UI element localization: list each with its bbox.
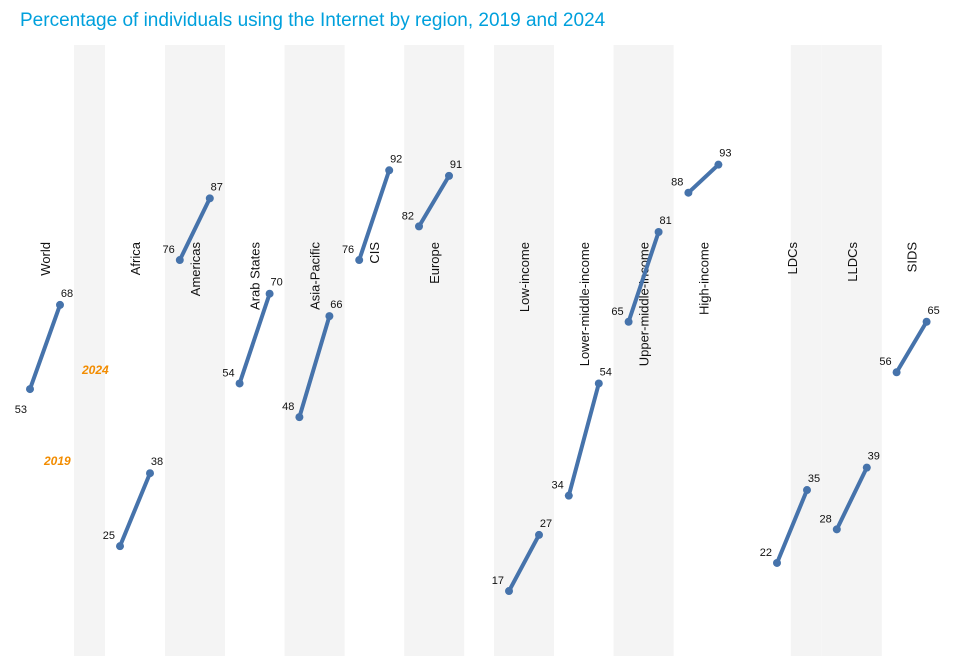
- slope-line-0: [28, 302, 62, 392]
- point-2024-6: [445, 171, 453, 180]
- point-2019-5: [355, 256, 364, 265]
- value-label-2019-12: 28: [820, 513, 832, 525]
- category-label-7: Low-income: [517, 242, 532, 312]
- point-2024-4: [325, 312, 334, 321]
- value-label-2019-10: 88: [671, 177, 683, 189]
- slope-line-11: [775, 488, 809, 565]
- value-label-2019-13: 56: [879, 356, 891, 368]
- band-8: [522, 45, 554, 656]
- point-2019-7: [505, 587, 513, 596]
- point-2024-12: [862, 463, 871, 472]
- category-label-5: CIS: [367, 242, 382, 264]
- point-2024-2: [205, 194, 214, 203]
- point-2019-2: [175, 256, 184, 265]
- category-label-10: High-income: [696, 242, 711, 315]
- band-10: [642, 45, 674, 656]
- slope-line-7: [507, 532, 541, 594]
- value-label-2024-4: 66: [330, 299, 342, 311]
- band-1: [74, 45, 105, 656]
- slope-line-12: [834, 465, 869, 532]
- point-2019-13: [892, 368, 901, 377]
- point-2019-9: [624, 317, 633, 326]
- value-label-2019-1: 25: [103, 530, 115, 542]
- value-label-2019-4: 48: [282, 401, 294, 413]
- point-2019-12: [832, 525, 841, 534]
- category-label-12: LLDCs: [845, 242, 860, 282]
- value-label-2019-6: 82: [402, 210, 414, 222]
- band-b-12: [821, 45, 882, 656]
- point-2024-8: [594, 379, 603, 388]
- value-label-2019-11: 22: [760, 547, 772, 559]
- category-label-9: Upper-middle-income: [637, 242, 652, 366]
- category-bands: [74, 45, 882, 656]
- point-2019-0: [26, 385, 34, 394]
- category-label-6: Europe: [427, 242, 442, 284]
- category-label-8: Lower-middle-income: [577, 242, 592, 366]
- point-2019-8: [564, 491, 573, 500]
- chart-marks: 53 68 25 38 76 87 54 70 48 66 76 92 82 91 17 27 34 54 65 81…: [15, 148, 940, 596]
- category-labels: World Africa Americas Arab States Asia-Pacif…: [38, 241, 920, 366]
- point-2019-3: [235, 379, 244, 388]
- value-label-2024-8: 54: [600, 366, 612, 378]
- point-2024-10: [714, 160, 723, 169]
- point-2024-13: [922, 317, 931, 326]
- point-2024-11: [803, 486, 811, 495]
- point-2024-3: [265, 289, 274, 298]
- value-label-2024-12: 39: [868, 451, 880, 463]
- slope-line-5: [357, 168, 392, 263]
- value-label-2019-0: 53: [15, 404, 27, 416]
- slope-line-13: [894, 319, 929, 375]
- value-label-2019-5: 76: [342, 244, 354, 256]
- value-label-2024-11: 35: [808, 473, 820, 485]
- point-2024-7: [535, 530, 543, 539]
- point-2019-10: [684, 188, 693, 197]
- slope-line-2: [177, 196, 212, 263]
- point-2024-5: [385, 166, 394, 175]
- point-2019-11: [773, 558, 781, 567]
- value-label-2019-3: 54: [222, 367, 234, 379]
- value-label-2024-10: 93: [719, 148, 731, 160]
- point-2019-1: [116, 542, 124, 551]
- point-2024-1: [146, 469, 154, 478]
- category-label-4: Asia-Pacific: [307, 242, 322, 310]
- slope-line-1: [118, 471, 152, 549]
- category-label-11: LDCs: [785, 242, 800, 275]
- point-2019-4: [295, 413, 304, 422]
- value-label-2024-9: 81: [659, 215, 671, 227]
- category-label-1: Africa: [128, 241, 143, 275]
- slope-line-10: [686, 162, 721, 195]
- slope-line-4: [297, 314, 332, 420]
- slope-line-8: [566, 381, 601, 498]
- point-2019-6: [415, 222, 423, 231]
- category-label-13: SIDS: [905, 242, 920, 273]
- band-12: [790, 45, 822, 656]
- slope-line-6: [417, 173, 451, 229]
- year-2019-label: 2019: [43, 454, 71, 468]
- value-label-2024-2: 87: [211, 181, 223, 193]
- value-label-2024-1: 38: [151, 456, 163, 468]
- slope-line-3: [237, 291, 272, 386]
- value-label-2024-5: 92: [390, 153, 402, 165]
- band-3: [193, 45, 225, 656]
- value-label-2019-8: 34: [552, 480, 564, 492]
- point-2024-0: [56, 300, 64, 309]
- year-2024-label: 2024: [81, 363, 109, 377]
- value-label-2024-6: 91: [450, 159, 462, 171]
- value-label-2024-0: 68: [61, 288, 73, 300]
- slope-line-9: [626, 229, 661, 324]
- chart-title: Percentage of individuals using the Inte…: [20, 10, 606, 31]
- point-2024-9: [654, 227, 663, 236]
- value-label-2019-9: 65: [611, 306, 623, 318]
- band-b-5: [404, 45, 465, 656]
- category-label-2: Americas: [188, 242, 203, 297]
- value-label-2019-2: 76: [163, 244, 175, 256]
- value-label-2024-3: 70: [270, 277, 282, 289]
- value-label-2024-7: 27: [540, 518, 552, 530]
- value-label-2024-13: 65: [927, 305, 939, 317]
- category-label-3: Arab States: [248, 242, 263, 310]
- value-label-2019-7: 17: [492, 575, 504, 587]
- category-label-0: World: [38, 242, 53, 276]
